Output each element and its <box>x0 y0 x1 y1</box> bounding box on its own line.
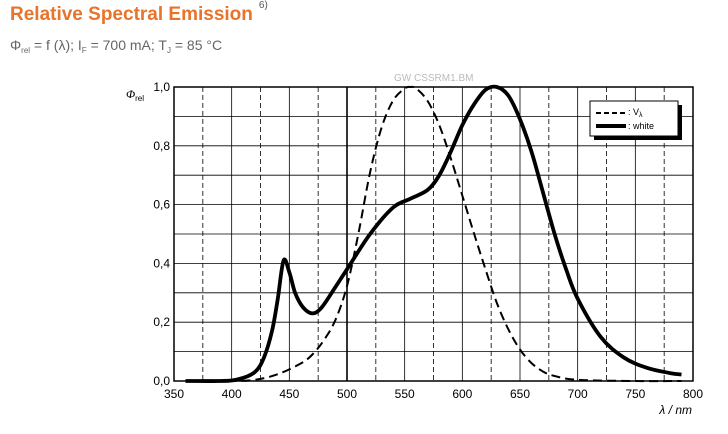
chart-subtitle: Φrel = f (λ); IF = 700 mA; TJ = 85 °C <box>10 37 222 55</box>
x-tick-label: 500 <box>337 387 357 401</box>
y-axis-label-sub: rel <box>135 94 144 103</box>
x-tick-labels: 350 400 450 500 550 600 650 700 750 800 <box>164 387 703 401</box>
x-tick-label: 400 <box>222 387 242 401</box>
x-axis-label: λ / nm <box>658 403 692 417</box>
chart-title: Relative Spectral Emission 6) <box>10 0 268 26</box>
subtitle-sub-f: F <box>81 46 87 55</box>
legend: : Vλ : white <box>589 100 682 140</box>
y-tick-labels: 0,0 0,2 0,4 0,6 0,8 1,0 <box>153 80 170 388</box>
subtitle-mid: = 700 mA; T <box>86 37 167 53</box>
subtitle-phi: Φ <box>10 37 22 53</box>
series-line-white <box>185 84 682 383</box>
title-footnote: 6) <box>258 0 268 11</box>
x-tick-label: 750 <box>625 387 645 401</box>
legend-box <box>589 100 679 137</box>
x-tick-label: 550 <box>395 387 415 401</box>
legend-name-1: white <box>632 121 654 131</box>
x-tick-label: 650 <box>510 387 530 401</box>
subtitle-sub-rel: rel <box>21 46 31 55</box>
legend-label-v-lambda: : Vλ <box>628 107 643 119</box>
x-tick-label: 450 <box>279 387 299 401</box>
legend-prefix-1: : <box>628 121 633 131</box>
series-line-v-lambda <box>185 85 682 383</box>
y-tick-label: 1,0 <box>153 80 170 94</box>
chart-title-text: Relative Spectral Emission <box>10 4 253 25</box>
y-axis-label-symbol: Φ <box>126 87 135 101</box>
legend-name-sub-0: λ <box>639 112 643 119</box>
legend-prefix-0: : <box>628 107 633 117</box>
y-tick-label: 0,8 <box>153 139 170 153</box>
legend-name-0: V <box>633 107 639 117</box>
x-tick-label: 600 <box>452 387 472 401</box>
x-tick-label: 350 <box>164 387 184 401</box>
x-tick-label: 700 <box>568 387 588 401</box>
plot-frame <box>173 86 694 382</box>
y-tick-label: 0,2 <box>153 315 170 329</box>
y-tick-label: 0,4 <box>153 256 170 270</box>
subtitle-f: = f (λ); I <box>30 37 82 53</box>
y-axis-label: Φrel <box>126 87 144 103</box>
x-tick-label: 800 <box>683 387 703 401</box>
drawing-code-label: GW CSSRM1.BM <box>394 73 473 84</box>
series-layer <box>185 84 682 383</box>
y-tick-label: 0,6 <box>153 198 170 212</box>
subtitle-end: = 85 °C <box>170 37 223 53</box>
subtitle-sub-j: J <box>166 46 171 55</box>
y-tick-label: 0,0 <box>153 374 170 388</box>
legend-label-white: : white <box>628 121 654 131</box>
